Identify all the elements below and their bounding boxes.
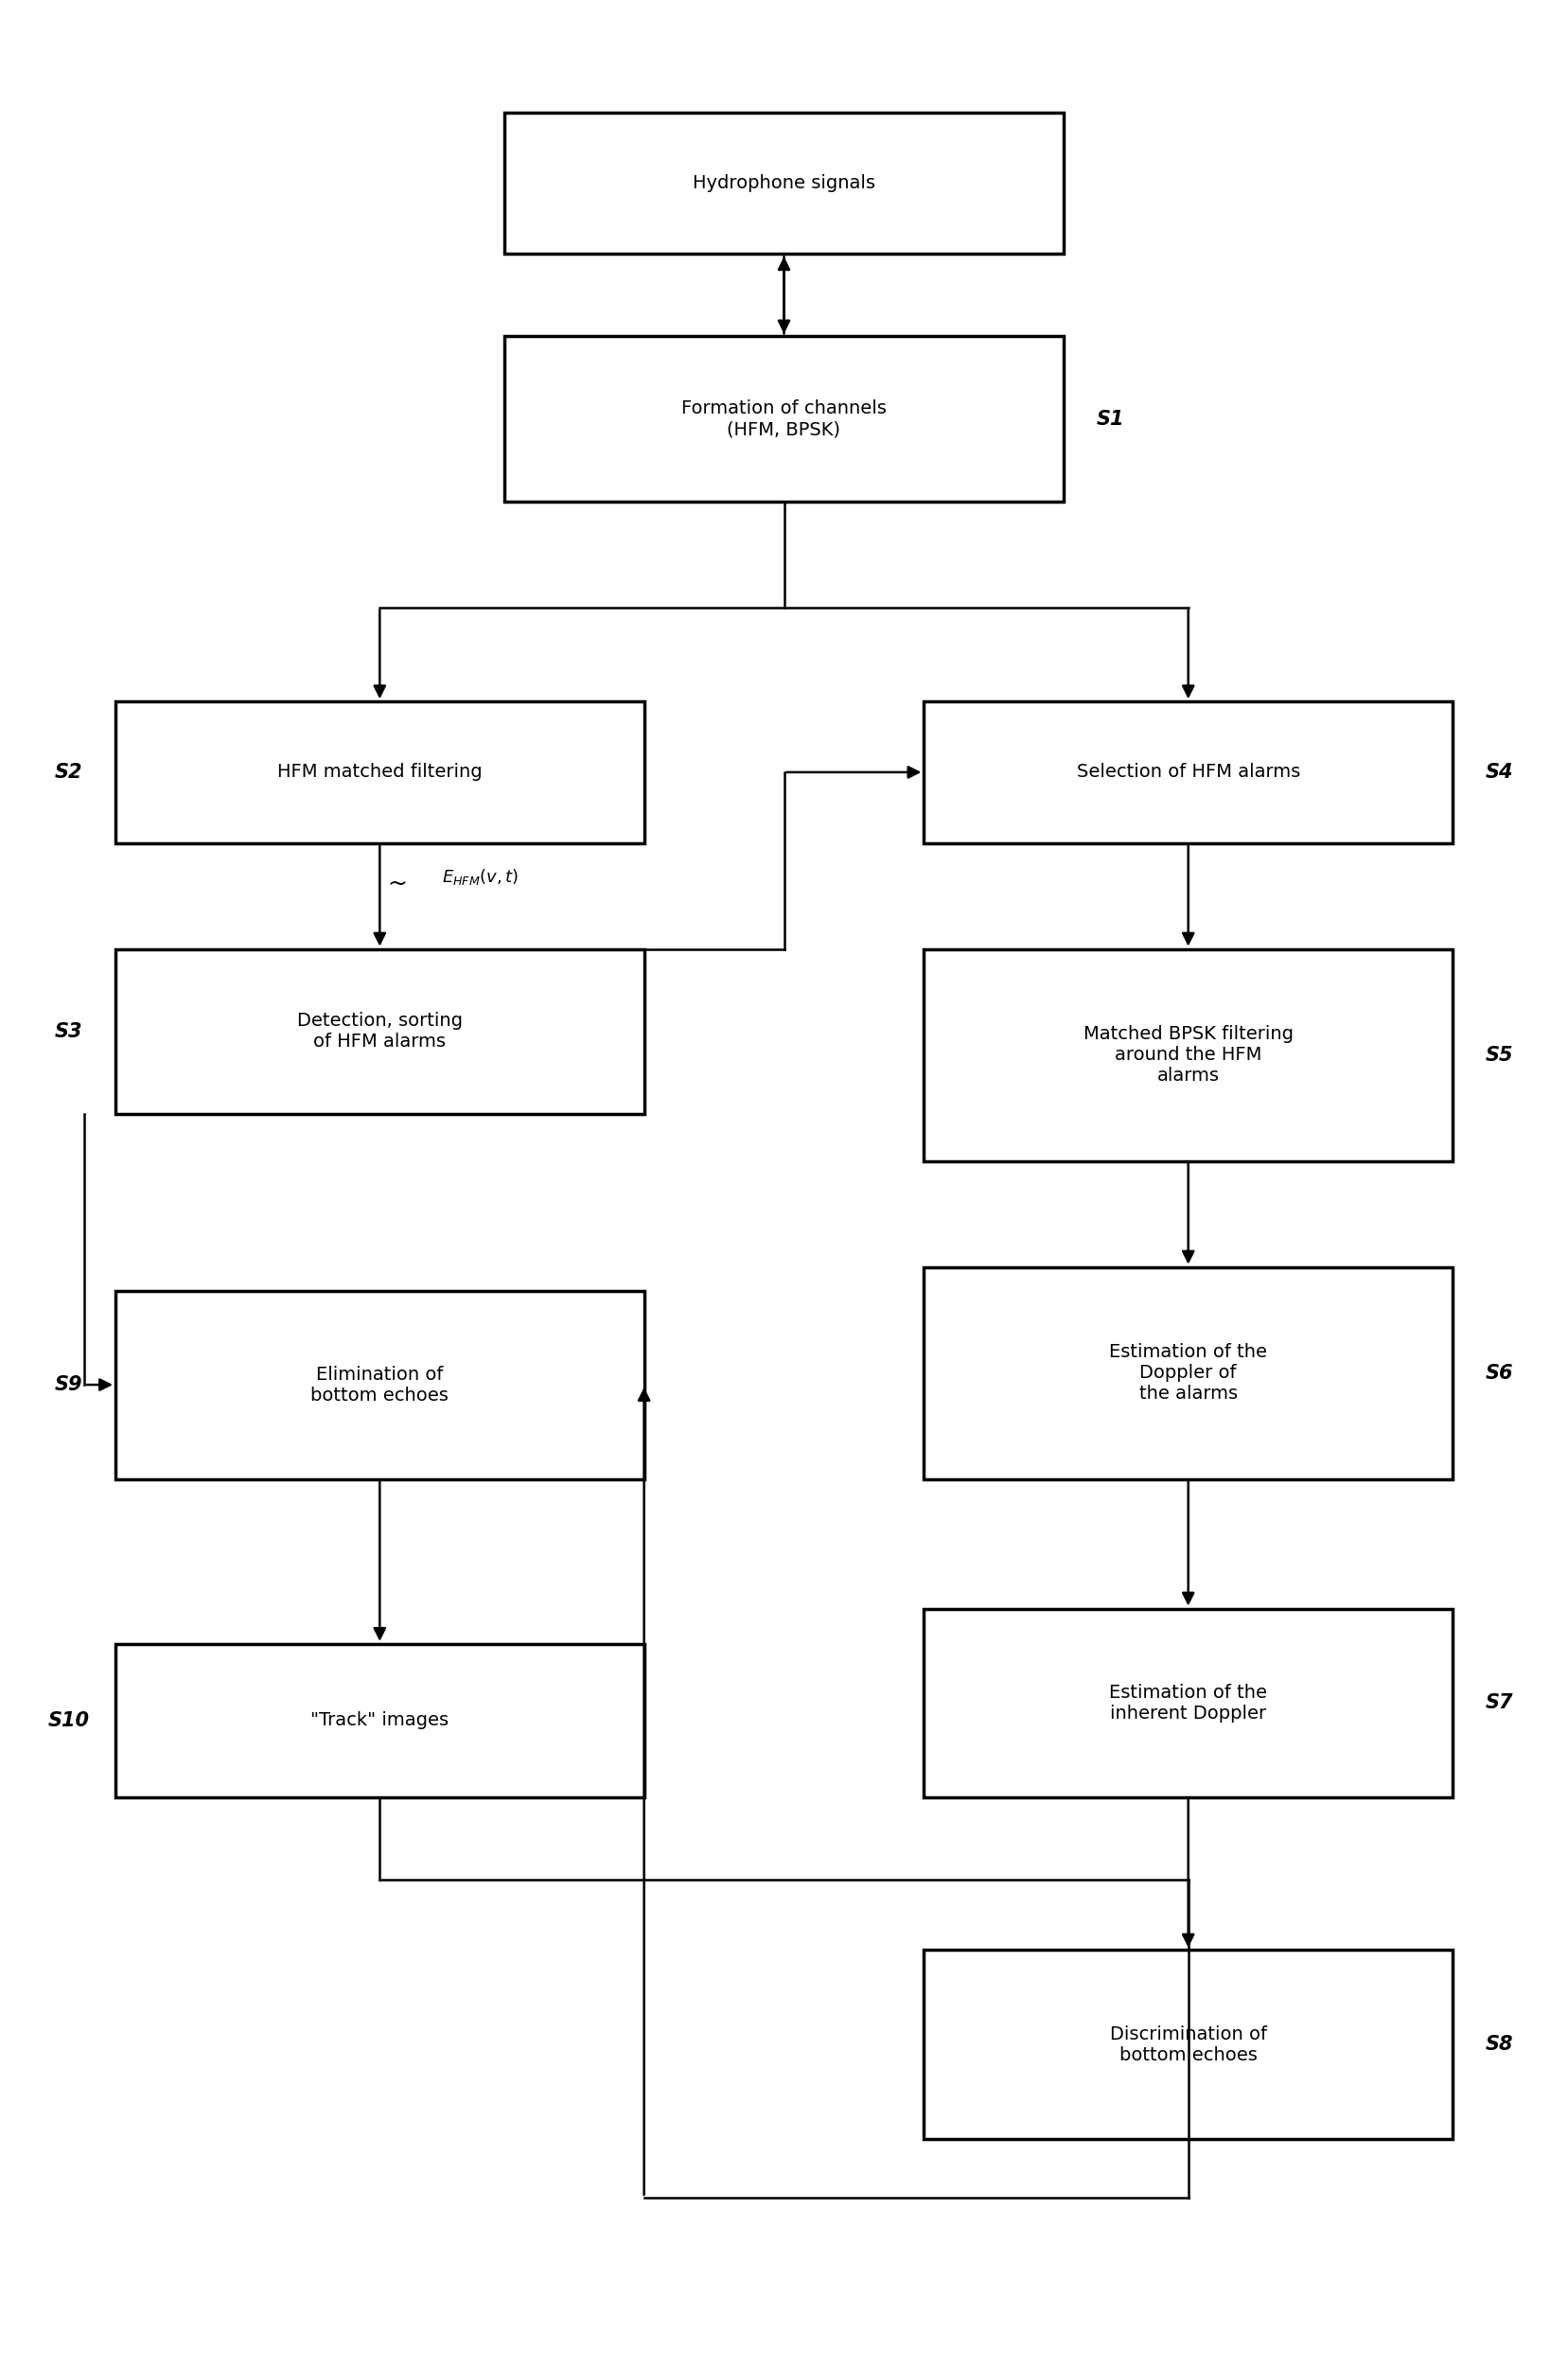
Text: ~: ~ <box>387 872 408 895</box>
FancyBboxPatch shape <box>505 336 1063 502</box>
Text: Discrimination of
bottom echoes: Discrimination of bottom echoes <box>1110 2025 1267 2063</box>
Text: S10: S10 <box>49 1710 89 1729</box>
Text: S4: S4 <box>1485 763 1513 782</box>
Text: Selection of HFM alarms: Selection of HFM alarms <box>1077 763 1300 782</box>
Text: S1: S1 <box>1096 410 1124 429</box>
FancyBboxPatch shape <box>924 1267 1452 1478</box>
FancyBboxPatch shape <box>924 1950 1452 2139</box>
FancyBboxPatch shape <box>924 701 1452 843</box>
FancyBboxPatch shape <box>116 701 644 843</box>
Text: Elimination of
bottom echoes: Elimination of bottom echoes <box>310 1365 448 1405</box>
Text: S8: S8 <box>1485 2035 1513 2054</box>
Text: Estimation of the
Doppler of
the alarms: Estimation of the Doppler of the alarms <box>1109 1343 1267 1402</box>
FancyBboxPatch shape <box>116 950 644 1113</box>
Text: "Track" images: "Track" images <box>310 1710 448 1729</box>
Text: HFM matched filtering: HFM matched filtering <box>278 763 483 782</box>
Text: S7: S7 <box>1485 1694 1513 1713</box>
Text: Matched BPSK filtering
around the HFM
alarms: Matched BPSK filtering around the HFM al… <box>1083 1026 1294 1085</box>
Text: Formation of channels
(HFM, BPSK): Formation of channels (HFM, BPSK) <box>682 400 886 438</box>
Text: S5: S5 <box>1485 1045 1513 1064</box>
FancyBboxPatch shape <box>505 114 1063 253</box>
Text: S9: S9 <box>55 1376 83 1395</box>
FancyBboxPatch shape <box>924 1609 1452 1798</box>
Text: Detection, sorting
of HFM alarms: Detection, sorting of HFM alarms <box>296 1012 463 1052</box>
Text: S2: S2 <box>55 763 83 782</box>
Text: Hydrophone signals: Hydrophone signals <box>693 175 875 192</box>
FancyBboxPatch shape <box>924 950 1452 1161</box>
Text: S3: S3 <box>55 1021 83 1040</box>
FancyBboxPatch shape <box>116 1644 644 1798</box>
Text: $E_{HFM}(v,t)$: $E_{HFM}(v,t)$ <box>442 867 519 886</box>
FancyBboxPatch shape <box>116 1291 644 1478</box>
Text: Estimation of the
inherent Doppler: Estimation of the inherent Doppler <box>1109 1684 1267 1722</box>
Text: S6: S6 <box>1485 1365 1513 1383</box>
